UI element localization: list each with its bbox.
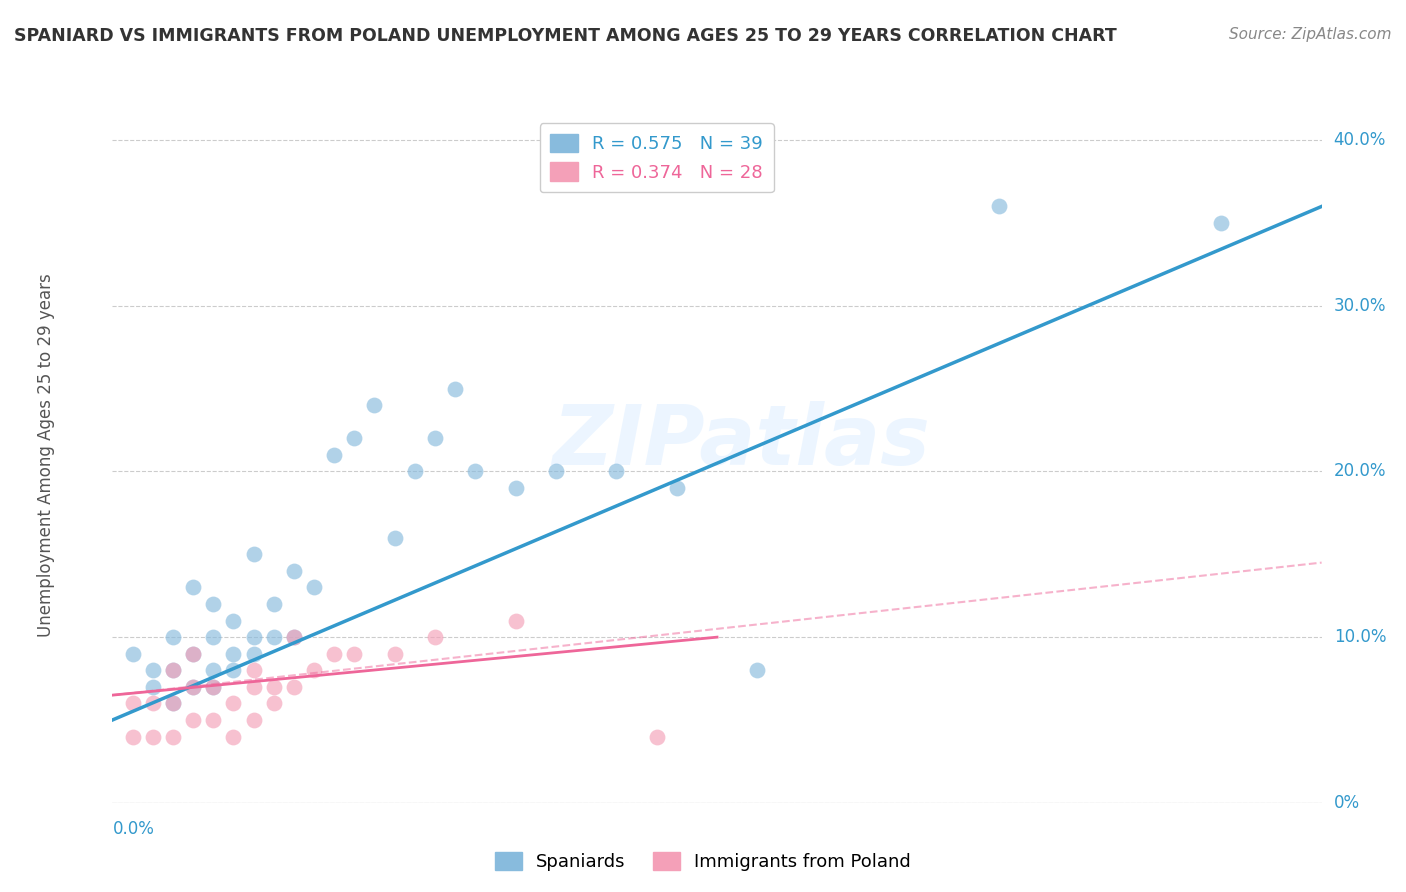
Point: [263, 597, 285, 611]
Point: [283, 564, 305, 578]
Text: ZIPatlas: ZIPatlas: [553, 401, 931, 482]
Point: [242, 663, 264, 677]
Point: [181, 581, 204, 595]
Point: [202, 680, 225, 694]
Point: [747, 663, 769, 677]
Point: [202, 713, 225, 727]
Point: [343, 647, 366, 661]
Text: Source: ZipAtlas.com: Source: ZipAtlas.com: [1229, 27, 1392, 42]
Point: [343, 431, 366, 445]
Point: [423, 431, 446, 445]
Point: [1209, 216, 1232, 230]
Point: [242, 647, 264, 661]
Legend: Spaniards, Immigrants from Poland: Spaniards, Immigrants from Poland: [488, 845, 918, 879]
Point: [505, 614, 527, 628]
Point: [384, 531, 406, 545]
Point: [444, 382, 467, 396]
Point: [202, 680, 225, 694]
Text: 40.0%: 40.0%: [1334, 131, 1386, 149]
Point: [363, 398, 385, 412]
Point: [423, 630, 446, 644]
Point: [181, 647, 204, 661]
Point: [121, 647, 143, 661]
Point: [302, 581, 325, 595]
Point: [222, 697, 245, 711]
Point: [222, 663, 245, 677]
Point: [464, 465, 486, 479]
Point: [222, 614, 245, 628]
Point: [263, 697, 285, 711]
Point: [605, 465, 627, 479]
Point: [283, 630, 305, 644]
Point: [283, 680, 305, 694]
Point: [162, 697, 184, 711]
Point: [505, 481, 527, 495]
Point: [162, 730, 184, 744]
Point: [181, 713, 204, 727]
Point: [162, 697, 184, 711]
Point: [121, 730, 143, 744]
Point: [302, 663, 325, 677]
Point: [162, 663, 184, 677]
Point: [544, 465, 567, 479]
Text: 30.0%: 30.0%: [1334, 297, 1386, 315]
Text: 0%: 0%: [1334, 794, 1360, 812]
Point: [404, 465, 426, 479]
Point: [242, 713, 264, 727]
Text: Unemployment Among Ages 25 to 29 years: Unemployment Among Ages 25 to 29 years: [37, 273, 55, 637]
Point: [242, 547, 264, 561]
Point: [181, 647, 204, 661]
Text: 0.0%: 0.0%: [112, 821, 155, 838]
Point: [384, 647, 406, 661]
Text: SPANIARD VS IMMIGRANTS FROM POLAND UNEMPLOYMENT AMONG AGES 25 TO 29 YEARS CORREL: SPANIARD VS IMMIGRANTS FROM POLAND UNEMP…: [14, 27, 1116, 45]
Point: [202, 663, 225, 677]
Point: [263, 630, 285, 644]
Point: [142, 663, 165, 677]
Point: [222, 647, 245, 661]
Text: 10.0%: 10.0%: [1334, 628, 1386, 646]
Point: [162, 663, 184, 677]
Point: [263, 680, 285, 694]
Point: [121, 697, 143, 711]
Text: 20.0%: 20.0%: [1334, 462, 1386, 481]
Point: [181, 680, 204, 694]
Point: [323, 647, 346, 661]
Point: [283, 630, 305, 644]
Point: [222, 730, 245, 744]
Point: [142, 697, 165, 711]
Point: [242, 680, 264, 694]
Point: [242, 630, 264, 644]
Legend: R = 0.575   N = 39, R = 0.374   N = 28: R = 0.575 N = 39, R = 0.374 N = 28: [540, 123, 773, 193]
Point: [645, 730, 668, 744]
Point: [162, 630, 184, 644]
Point: [665, 481, 688, 495]
Point: [142, 680, 165, 694]
Point: [142, 730, 165, 744]
Point: [988, 199, 1011, 213]
Point: [202, 597, 225, 611]
Point: [323, 448, 346, 462]
Point: [202, 630, 225, 644]
Point: [181, 680, 204, 694]
